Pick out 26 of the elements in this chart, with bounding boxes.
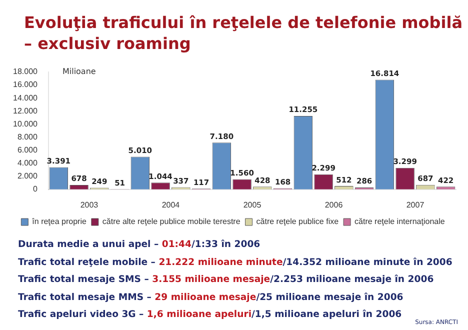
y-tick-label: 8.000 bbox=[17, 132, 38, 142]
y-tick-label: 16.000 bbox=[13, 80, 38, 90]
text: Trafic total mesaje MMS – 29 milioane mesaje/25 milioane mesaje în 2006 bbox=[18, 290, 404, 304]
y-tick-label: 4.000 bbox=[17, 158, 38, 168]
y-tick-label: 0 bbox=[33, 184, 38, 194]
y-tick-label: 2.000 bbox=[17, 172, 38, 181]
chart-title: Evoluţia traficului în reţelele de telefonie mobilă – exclusiv roaming bbox=[24, 12, 462, 54]
text: Trafic total mesaje SMS – 3.155 milioane mesaje/2.253 milioane mesaje în 2006 bbox=[18, 273, 435, 287]
legend-label: către reţele publice fixe bbox=[256, 217, 340, 226]
x-tick-label: 2005 bbox=[243, 200, 262, 210]
text: Durata medie a unui apel – 01:44/1:33 în 2006 bbox=[18, 238, 262, 252]
legend-label: către alte reţele publice mobile terestre bbox=[102, 217, 241, 226]
y-tick-label: 12.000 bbox=[13, 106, 38, 116]
text: Trafic apeluri video 3G – 1,6 milioane apeluri/1,5 milioane apeluri în 2006 bbox=[18, 309, 402, 320]
legend-label: către reţele internaţionale bbox=[354, 217, 446, 226]
y-tick-label: 10.000 bbox=[13, 119, 38, 128]
x-tick-label: 2006 bbox=[324, 200, 344, 210]
x-tick-label: 2007 bbox=[406, 200, 425, 210]
legend-label: în reţea proprie bbox=[31, 217, 87, 226]
y-axis-title: Milioane bbox=[62, 67, 96, 76]
x-tick-label: 2003 bbox=[80, 200, 99, 210]
x-tick-label: 2004 bbox=[162, 200, 180, 210]
y-tick-label: 6.000 bbox=[17, 145, 38, 154]
text: Trafic total reţele mobile – 21.222 milioane minute/14.352 milioane minute în 2006 bbox=[18, 256, 452, 270]
y-tick-label: 14.000 bbox=[13, 93, 38, 102]
y-tick-label: 18.000 bbox=[13, 67, 38, 76]
